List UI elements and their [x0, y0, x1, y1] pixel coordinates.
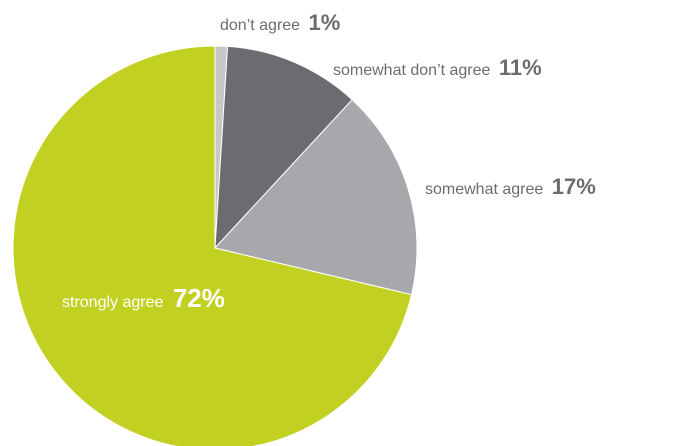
pie-slices [12, 45, 418, 446]
label-strongly-agree-text: strongly agree [62, 294, 163, 311]
slice-strongly-agree [12, 45, 413, 446]
label-strongly-agree-percent: 72% [173, 283, 225, 313]
slice-somewhat-agree [214, 99, 418, 296]
label-dont-agree: don’t agree 1% [220, 10, 340, 35]
label-dont-agree-text: don’t agree [220, 17, 300, 34]
label-somewhat-dont-agree-text: somewhat don’t agree [333, 62, 491, 79]
label-somewhat-dont-agree-percent: 11% [499, 55, 542, 80]
label-somewhat-agree-percent: 17% [552, 174, 596, 199]
label-strongly-agree: strongly agree 72% [62, 283, 225, 313]
label-somewhat-agree-text: somewhat agree [425, 181, 543, 198]
label-somewhat-agree: somewhat agree 17% [425, 174, 596, 199]
label-dont-agree-percent: 1% [309, 10, 341, 35]
label-somewhat-dont-agree: somewhat don’t agree 11% [333, 55, 542, 80]
slice-somewhat-dont-agree [214, 45, 353, 250]
